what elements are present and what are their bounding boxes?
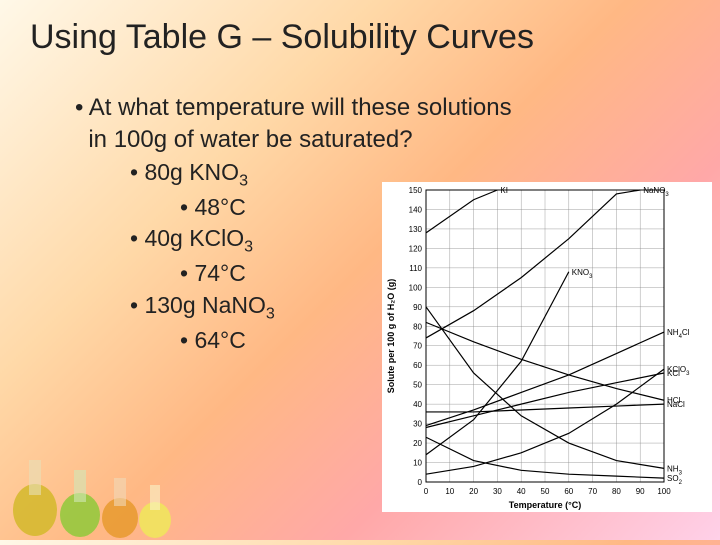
svg-text:140: 140 [409,205,423,214]
svg-text:10: 10 [445,487,454,496]
svg-text:20: 20 [469,487,478,496]
svg-text:Temperature (°C): Temperature (°C) [509,500,581,510]
svg-text:KI: KI [500,186,508,195]
svg-text:100: 100 [409,283,423,292]
svg-text:130: 130 [409,225,423,234]
svg-text:10: 10 [413,459,422,468]
svg-text:90: 90 [413,303,422,312]
svg-text:60: 60 [413,361,422,370]
svg-text:Solute per 100 g of H₂O (g): Solute per 100 g of H₂O (g) [386,279,396,394]
svg-text:60: 60 [564,487,573,496]
svg-text:70: 70 [588,487,597,496]
svg-text:50: 50 [413,381,422,390]
svg-text:70: 70 [413,342,422,351]
svg-text:150: 150 [409,186,423,195]
solubility-chart: 0 10 20 30 40 50 60 70 80 90 100 0 10 20 30 40 50 60 70 80 9… [382,182,712,512]
svg-text:100: 100 [657,487,671,496]
svg-text:40: 40 [413,400,422,409]
flask-decoration [0,360,200,540]
question-line1: At what temperature will these solutions [89,94,512,121]
svg-text:50: 50 [541,487,550,496]
question: • At what temperature will these solutio… [75,92,720,157]
svg-text:0: 0 [424,487,429,496]
svg-text:120: 120 [409,244,423,253]
svg-text:110: 110 [409,264,422,273]
svg-text:80: 80 [612,487,621,496]
svg-text:NaCl: NaCl [667,400,685,409]
svg-text:30: 30 [493,487,502,496]
svg-text:20: 20 [413,439,422,448]
svg-text:0: 0 [418,478,423,487]
svg-text:80: 80 [413,322,422,331]
svg-text:30: 30 [413,420,422,429]
question-line2: in 100g of water be saturated? [88,126,412,153]
svg-text:40: 40 [517,487,526,496]
slide-title: Using Table G – Solubility Curves [0,0,720,57]
svg-text:90: 90 [636,487,645,496]
